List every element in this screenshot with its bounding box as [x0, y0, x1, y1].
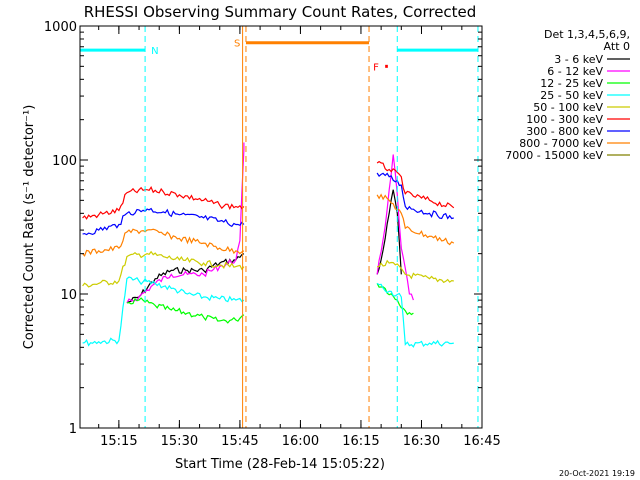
- x-tick-label: 16:30: [403, 434, 440, 449]
- legend-entry-label: 3 - 6 keV: [554, 53, 603, 66]
- series-line-2: [126, 297, 245, 324]
- x-tick-label: 16:45: [463, 434, 500, 449]
- series-layer: [82, 142, 455, 348]
- legend-entry-label: 50 - 100 keV: [533, 101, 603, 114]
- footer-date: 20-Oct-2021 19:19: [559, 469, 635, 478]
- y-tick-label: 100: [52, 154, 77, 169]
- y-tick-label: 1000: [44, 20, 77, 35]
- series-line-4: [377, 259, 454, 284]
- x-tick-label: 15:15: [100, 434, 137, 449]
- legend-header: Det 1,3,4,5,6,9,: [544, 28, 630, 41]
- series-line-3: [376, 282, 454, 348]
- legend-entry-label: 12 - 25 keV: [540, 77, 603, 90]
- legend-entry-label: 100 - 300 keV: [526, 113, 603, 126]
- y-tick-label: 10: [60, 288, 77, 303]
- x-tick-label: 16:00: [282, 434, 319, 449]
- annotation-layer: N S F: [79, 26, 479, 428]
- x-tick-label: 16:15: [342, 434, 379, 449]
- series-line-1: [126, 142, 245, 304]
- series-line-0: [126, 253, 245, 304]
- y-tick-label: 1: [69, 422, 77, 437]
- axis-layer: 15:15 15:30 15:45 16:00 16:15 16:30 16:45 1 10 10…: [44, 20, 501, 449]
- legend-entry-label: 6 - 12 keV: [547, 65, 603, 78]
- series-line-5: [376, 160, 455, 209]
- y-axis-label: Corrected Count Rate (s⁻¹ detector⁻¹): [22, 105, 37, 350]
- x-tick-label: 15:30: [161, 434, 198, 449]
- series-line-4: [82, 250, 245, 288]
- annotation-label-f: F: [373, 62, 379, 73]
- series-line-6: [376, 172, 454, 220]
- series-line-1: [376, 154, 414, 301]
- legend-header: Att 0: [604, 40, 630, 53]
- annotation-label-n: N: [151, 46, 158, 57]
- series-line-3: [82, 276, 245, 347]
- legend-entry-label: 7000 - 15000 keV: [505, 149, 603, 162]
- legend-entry-label: 800 - 7000 keV: [519, 137, 603, 150]
- series-line-7: [82, 228, 245, 257]
- x-axis-label: Start Time (28-Feb-14 15:05:22): [175, 457, 385, 472]
- legend-entry-label: 25 - 50 keV: [540, 89, 603, 102]
- legend-entry-label: 300 - 800 keV: [526, 125, 603, 138]
- series-line-6: [82, 207, 245, 236]
- plot-frame: [79, 25, 483, 429]
- series-line-0: [376, 189, 402, 275]
- x-tick-label: 15:45: [221, 434, 258, 449]
- series-line-7: [376, 193, 455, 246]
- series-line-5: [82, 186, 245, 220]
- annotation-label-s: S: [234, 39, 240, 50]
- chart-title: RHESSI Observing Summary Count Rates, Co…: [84, 3, 477, 21]
